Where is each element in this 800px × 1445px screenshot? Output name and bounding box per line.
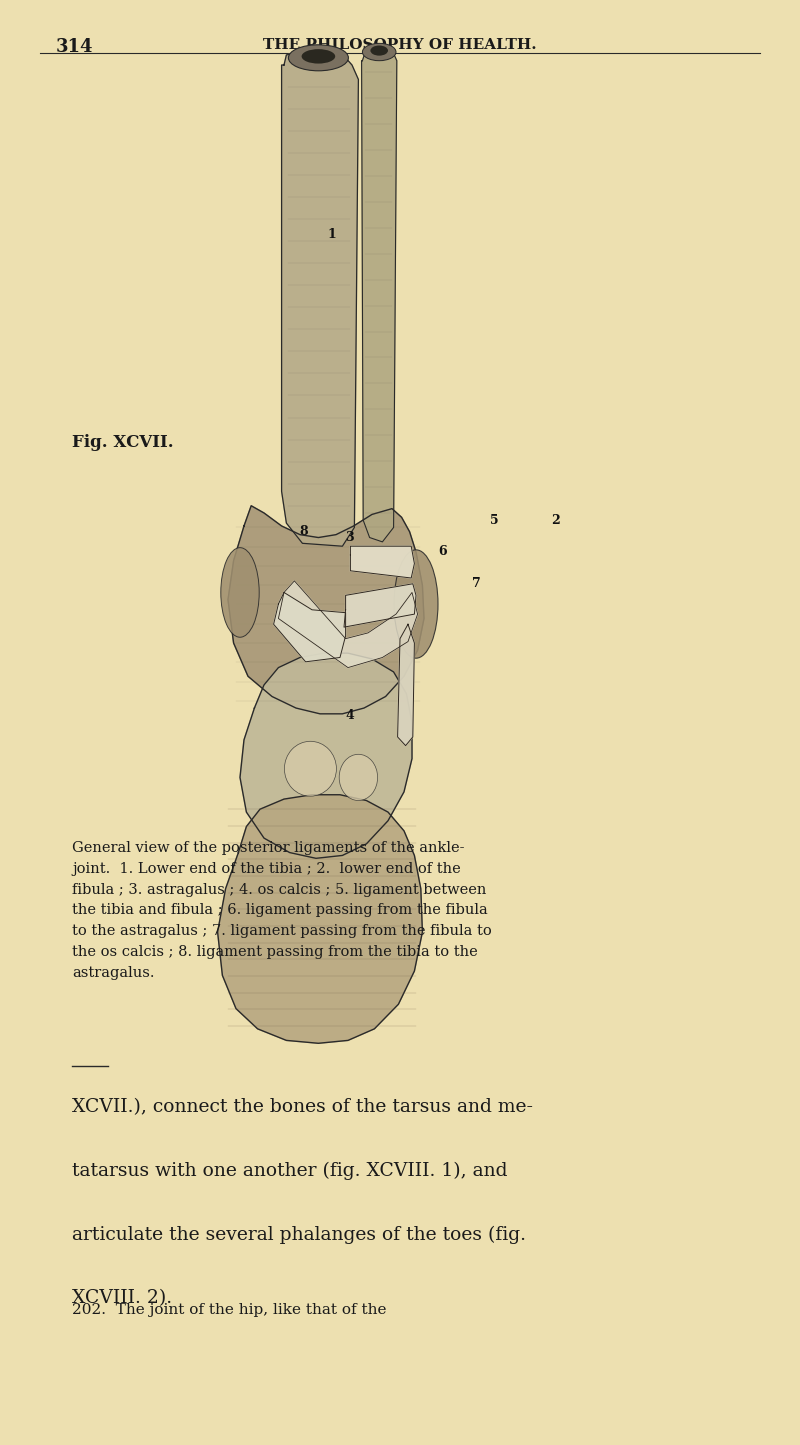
Text: 2: 2 [552, 514, 560, 526]
Text: 3: 3 [346, 532, 354, 543]
Text: articulate the several phalanges of the toes (fig.: articulate the several phalanges of the … [72, 1225, 526, 1244]
Polygon shape [282, 49, 358, 546]
Ellipse shape [339, 754, 378, 801]
Text: 1: 1 [328, 228, 336, 240]
Polygon shape [278, 581, 418, 668]
Text: XCVIII. 2).: XCVIII. 2). [72, 1289, 172, 1306]
Ellipse shape [302, 49, 335, 64]
Text: 4: 4 [346, 709, 354, 721]
Polygon shape [218, 795, 422, 1043]
Polygon shape [362, 48, 397, 542]
Ellipse shape [289, 45, 349, 71]
Polygon shape [344, 584, 416, 627]
Text: 8: 8 [300, 526, 308, 538]
Text: 314: 314 [56, 38, 94, 55]
Ellipse shape [370, 46, 388, 55]
Text: 202.  The joint of the hip, like that of the: 202. The joint of the hip, like that of … [72, 1303, 386, 1318]
Text: 5: 5 [490, 514, 498, 526]
Text: tatarsus with one another (fig. XCVIII. 1), and: tatarsus with one another (fig. XCVIII. … [72, 1162, 507, 1181]
Polygon shape [350, 546, 414, 578]
Text: Fig. XCVII.: Fig. XCVII. [72, 434, 174, 451]
Text: 6: 6 [438, 546, 446, 558]
Ellipse shape [362, 43, 396, 61]
Ellipse shape [221, 548, 259, 637]
Ellipse shape [394, 551, 438, 659]
Polygon shape [398, 624, 414, 746]
Polygon shape [228, 506, 424, 714]
Polygon shape [274, 592, 346, 662]
Polygon shape [240, 653, 412, 858]
Text: THE PHILOSOPHY OF HEALTH.: THE PHILOSOPHY OF HEALTH. [263, 38, 537, 52]
Text: 7: 7 [472, 578, 480, 590]
Ellipse shape [285, 741, 337, 796]
Text: XCVII.), connect the bones of the tarsus and me-: XCVII.), connect the bones of the tarsus… [72, 1098, 533, 1116]
Text: General view of the posterior ligaments of the ankle-
joint.  1. Lower end of th: General view of the posterior ligaments … [72, 841, 492, 980]
